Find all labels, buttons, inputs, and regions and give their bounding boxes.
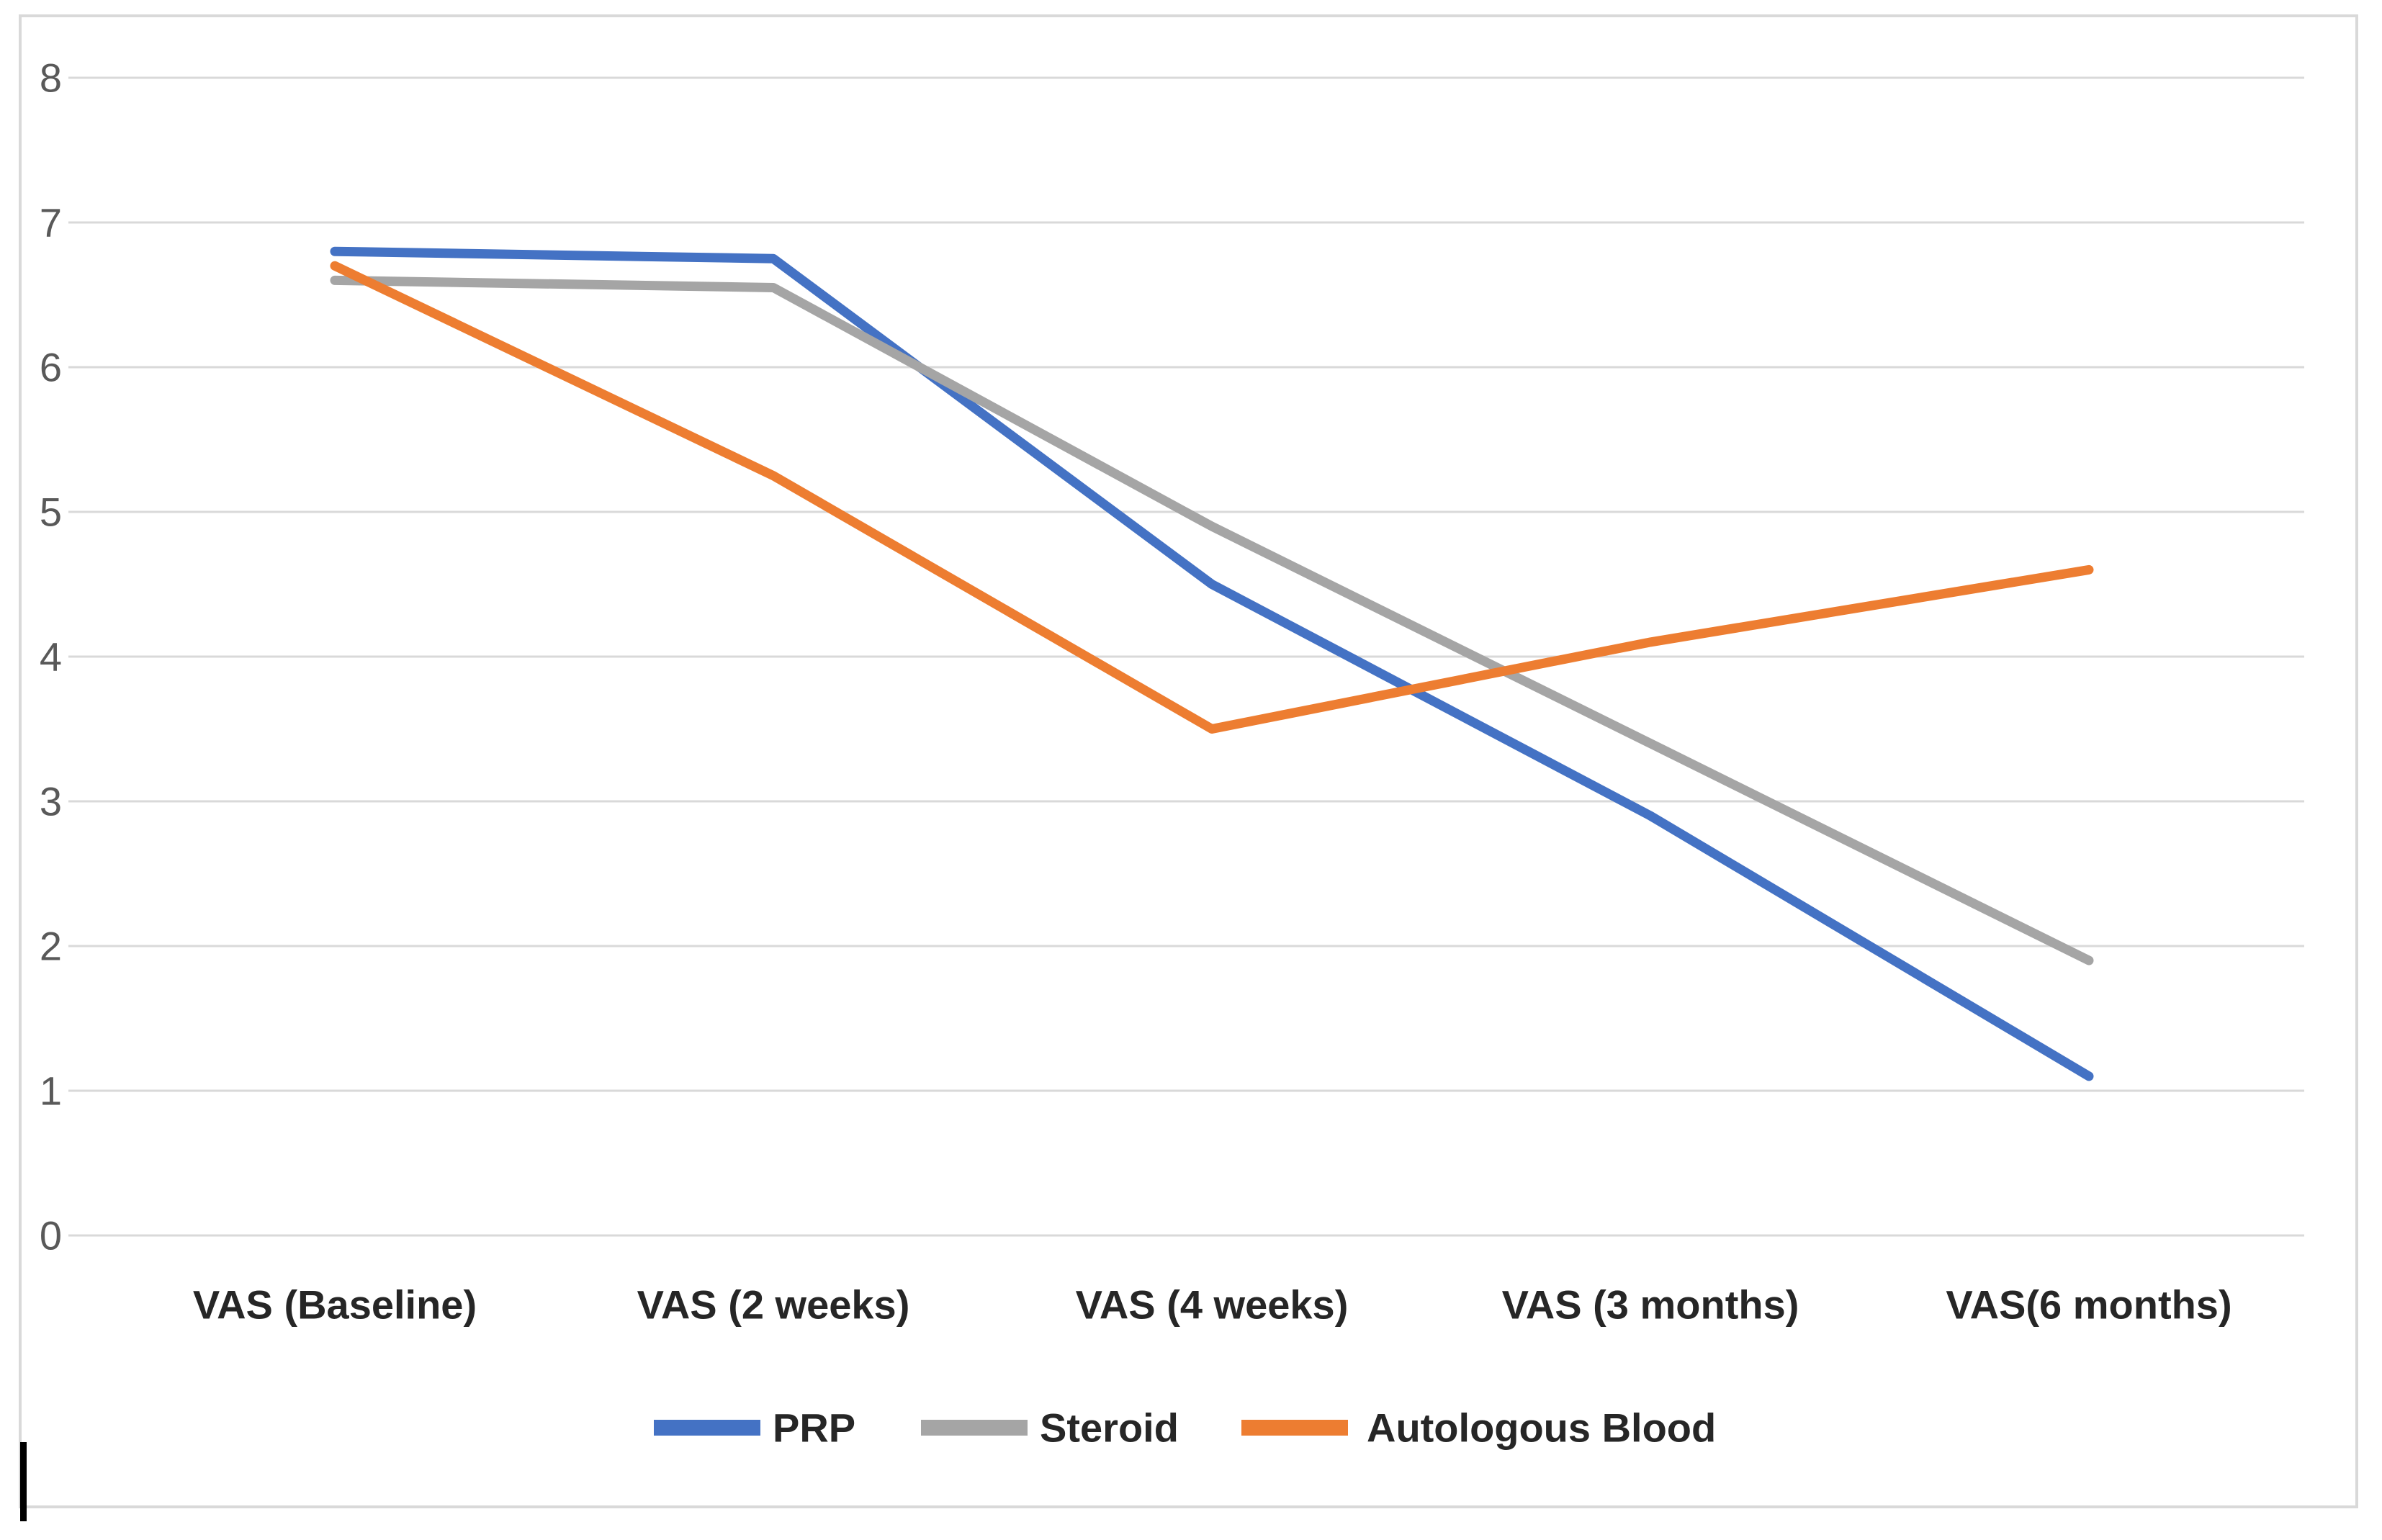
x-axis-category-label: VAS (2 weeks)	[637, 1282, 910, 1328]
legend-swatch-steroid	[921, 1420, 1028, 1436]
x-axis-category-label: VAS (Baseline)	[193, 1282, 477, 1328]
legend-swatch-autologous-blood	[1241, 1420, 1348, 1436]
y-axis-tick-label: 7	[40, 200, 62, 246]
y-axis-tick-label: 5	[40, 490, 62, 535]
y-axis-tick-label: 0	[40, 1213, 62, 1258]
y-axis-tick-label: 4	[40, 634, 62, 680]
legend-label-prp: PRP	[773, 1405, 855, 1451]
legend-label-autologous-blood: Autologous Blood	[1367, 1405, 1716, 1451]
legend-label-steroid: Steroid	[1040, 1405, 1179, 1451]
y-axis-tick-label: 3	[40, 779, 62, 824]
series-line-prp	[330, 246, 2094, 1081]
y-axis-tick-label: 1	[40, 1068, 62, 1114]
legend-swatch-prp	[654, 1420, 760, 1436]
y-axis-tick-label: 6	[40, 345, 62, 390]
series-line-autologous-blood	[330, 261, 2094, 734]
y-axis-tick-label: 2	[40, 924, 62, 969]
x-axis-category-label: VAS (4 weeks)	[1076, 1282, 1349, 1328]
chart-frame	[19, 14, 2358, 1508]
x-axis-category-label: VAS(6 months)	[1946, 1282, 2232, 1328]
text-cursor-artifact	[20, 1442, 27, 1521]
series-line-steroid	[330, 275, 2094, 965]
y-axis-tick-label: 8	[40, 55, 62, 101]
x-axis-category-label: VAS (3 months)	[1502, 1282, 1799, 1328]
